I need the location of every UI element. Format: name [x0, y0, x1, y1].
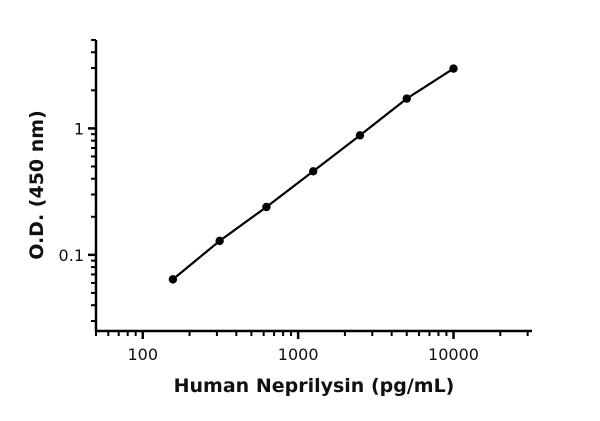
data-point [449, 64, 458, 73]
data-point [402, 94, 411, 103]
x-tick-label: 10000 [428, 345, 479, 364]
data-series [168, 64, 458, 284]
data-point [308, 167, 318, 176]
axes: 100 1000 10000 0.1 1 [59, 39, 532, 364]
x-tick-label: 1000 [278, 345, 319, 364]
y-tick-label: 1 [74, 119, 84, 138]
data-point [215, 236, 224, 246]
data-point [262, 202, 271, 212]
data-point [168, 275, 178, 284]
y-tick-label: 0.1 [59, 246, 84, 265]
y-axis-title: O.D. (450 nm) [26, 110, 48, 260]
x-axis-title: Human Neprilysin (pg/mL) [174, 375, 455, 397]
data-point [355, 131, 365, 140]
x-tick-label: 100 [127, 345, 158, 364]
